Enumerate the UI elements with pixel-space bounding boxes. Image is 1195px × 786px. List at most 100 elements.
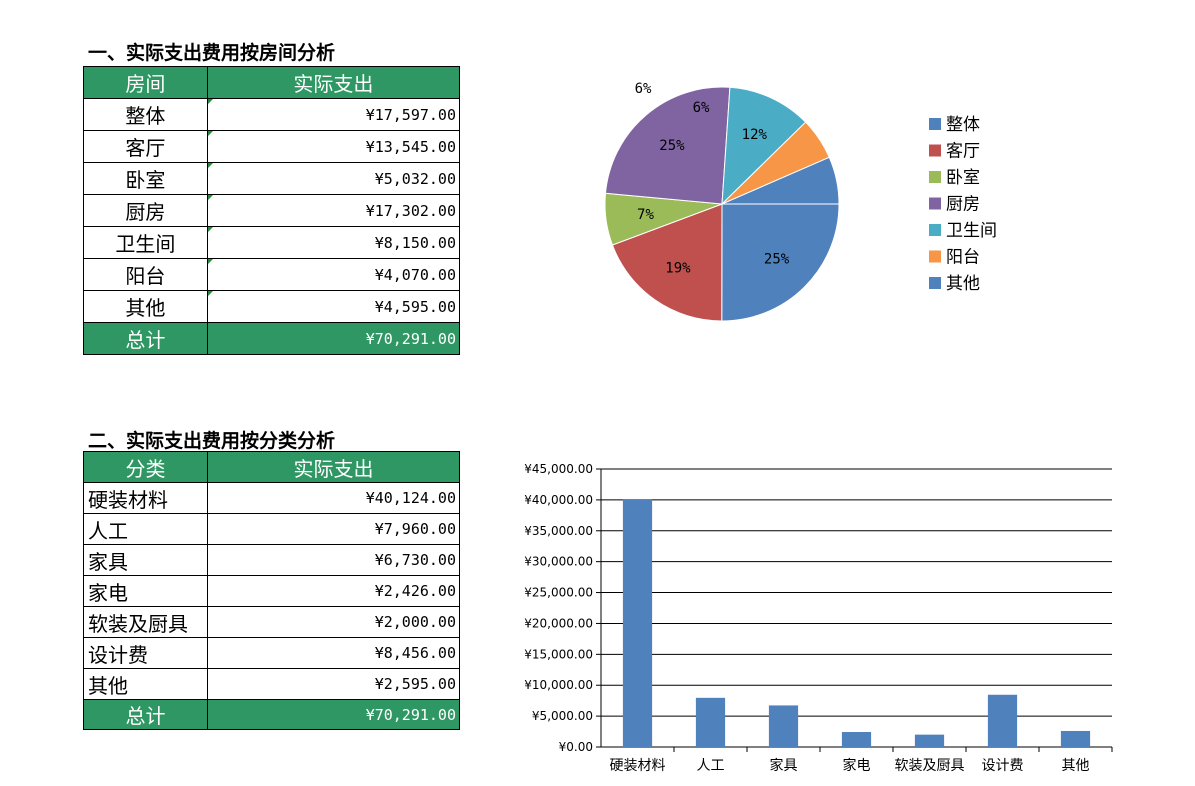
total-amount[interactable]: ¥70,291.00	[206, 322, 461, 355]
table-row: 其他 ¥2,595.00	[83, 668, 461, 700]
row-name[interactable]: 卧室	[83, 162, 208, 195]
y-tick-label: ¥35,000.00	[524, 524, 593, 538]
row-amount[interactable]: ¥13,545.00	[206, 130, 461, 163]
row-amount[interactable]: ¥6,730.00	[206, 544, 461, 576]
bar[interactable]	[622, 499, 653, 747]
row-name[interactable]: 家电	[83, 575, 208, 607]
section2-title: 二、实际支出费用按分类分析	[88, 430, 336, 452]
y-tick-label: ¥10,000.00	[524, 678, 593, 692]
bar[interactable]	[1060, 730, 1091, 747]
row-amount[interactable]: ¥2,000.00	[206, 606, 461, 638]
table-row: 阳台 ¥4,070.00	[83, 258, 461, 291]
error-indicator-icon	[207, 195, 213, 200]
total-label[interactable]: 总计	[83, 699, 208, 730]
row-amount[interactable]: ¥4,070.00	[206, 258, 461, 291]
y-tick-label: ¥5,000.00	[532, 709, 593, 723]
bar[interactable]	[768, 705, 799, 747]
legend-label: 整体	[946, 115, 980, 135]
row-amount[interactable]: ¥2,426.00	[206, 575, 461, 607]
x-tick-label: 硬装材料	[610, 758, 666, 774]
table-row: 卫生间 ¥8,150.00	[83, 226, 461, 259]
row-name[interactable]: 设计费	[83, 637, 208, 669]
pie-slice[interactable]	[721, 156, 840, 205]
row-amount[interactable]: ¥17,597.00	[206, 98, 461, 131]
row-amount[interactable]: ¥5,032.00	[206, 162, 461, 195]
y-tick-label: ¥25,000.00	[524, 586, 593, 600]
y-tick-label: ¥15,000.00	[524, 647, 593, 661]
pie-slice[interactable]	[721, 86, 807, 206]
row-amount[interactable]: ¥8,150.00	[206, 226, 461, 259]
category-bar-chart: ¥0.00 ¥5,000.00 ¥10,000.00 ¥15,000.00 ¥20,00…	[524, 462, 1113, 774]
legend-label: 卧室	[946, 168, 980, 188]
row-name[interactable]: 人工	[83, 513, 208, 545]
legend-label: 其他	[946, 274, 980, 294]
table-row: 人工 ¥7,960.00	[83, 513, 461, 545]
legend-swatch	[929, 250, 941, 263]
table-row: 家具 ¥6,730.00	[83, 544, 461, 576]
error-indicator-icon	[207, 259, 213, 264]
pie-slice[interactable]	[604, 86, 731, 205]
row-name[interactable]: 其他	[83, 668, 208, 700]
table-row: 家电 ¥2,426.00	[83, 575, 461, 607]
header-category: 分类	[83, 451, 208, 483]
row-name[interactable]: 家具	[83, 544, 208, 576]
error-indicator-icon	[207, 163, 213, 168]
bar[interactable]	[987, 694, 1018, 747]
row-amount[interactable]: ¥17,302.00	[206, 194, 461, 227]
x-tick-label: 其他	[1062, 758, 1090, 774]
pie-slice[interactable]	[721, 203, 840, 322]
row-name[interactable]: 厨房	[83, 194, 208, 227]
pie-data-label: 19%	[665, 260, 691, 276]
bar[interactable]	[914, 734, 945, 747]
row-name[interactable]: 软装及厨具	[83, 606, 208, 638]
pie-data-label: 25%	[764, 252, 790, 268]
legend-swatch	[929, 224, 941, 236]
y-tick-label: ¥45,000.00	[524, 462, 593, 476]
section1-title: 一、实际支出费用按房间分析	[88, 42, 336, 64]
total-row: 总计 ¥70,291.00	[83, 699, 461, 730]
error-indicator-icon	[207, 291, 213, 296]
legend-swatch	[929, 277, 941, 289]
table-row: 软装及厨具 ¥2,000.00	[83, 606, 461, 638]
category-expense-table: 分类 实际支出 硬装材料 ¥40,124.00 人工 ¥7,960.00 家具 …	[83, 451, 461, 730]
error-indicator-icon	[207, 99, 213, 104]
total-amount[interactable]: ¥70,291.00	[206, 699, 461, 730]
bar[interactable]	[695, 697, 726, 747]
table-row: 整体 ¥17,597.00	[83, 98, 461, 131]
header-amount: 实际支出	[206, 66, 461, 99]
x-tick-label: 家具	[770, 757, 798, 774]
row-name[interactable]: 客厅	[83, 130, 208, 163]
legend-swatch	[929, 118, 941, 130]
row-name[interactable]: 硬装材料	[83, 482, 208, 514]
legend-swatch	[929, 197, 941, 210]
x-tick-label: 设计费	[982, 758, 1024, 774]
total-row: 总计 ¥70,291.00	[83, 322, 461, 355]
row-name[interactable]: 卫生间	[83, 226, 208, 259]
header-amount: 实际支出	[206, 451, 461, 483]
row-amount[interactable]: ¥4,595.00	[206, 290, 461, 323]
legend-label: 客厅	[946, 142, 980, 162]
bar[interactable]	[841, 732, 872, 747]
row-amount[interactable]: ¥40,124.00	[206, 482, 461, 514]
pie-data-label: 7%	[637, 207, 654, 223]
total-label[interactable]: 总计	[83, 322, 208, 355]
pie-slice[interactable]	[611, 203, 723, 322]
x-tick-label: 人工	[697, 758, 725, 774]
y-tick-label: ¥30,000.00	[524, 555, 593, 569]
row-name[interactable]: 阳台	[83, 258, 208, 291]
row-name[interactable]: 整体	[83, 98, 208, 131]
error-indicator-icon	[207, 227, 213, 232]
row-amount[interactable]: ¥7,960.00	[206, 513, 461, 545]
row-name[interactable]: 其他	[83, 290, 208, 323]
pie-data-label: 25%	[659, 138, 685, 154]
error-indicator-icon	[207, 131, 213, 136]
row-amount[interactable]: ¥8,456.00	[206, 637, 461, 669]
y-tick-label: ¥20,000.00	[524, 616, 593, 630]
header-room: 房间	[83, 66, 208, 99]
pie-data-label: 6%	[635, 81, 652, 97]
x-tick-label: 软装及厨具	[895, 758, 965, 774]
room-expense-table: 房间 实际支出 整体 ¥17,597.00 客厅 ¥13,545.00 卧室 ¥…	[83, 66, 461, 355]
pie-data-label: 12%	[742, 127, 768, 143]
row-amount[interactable]: ¥2,595.00	[206, 668, 461, 700]
